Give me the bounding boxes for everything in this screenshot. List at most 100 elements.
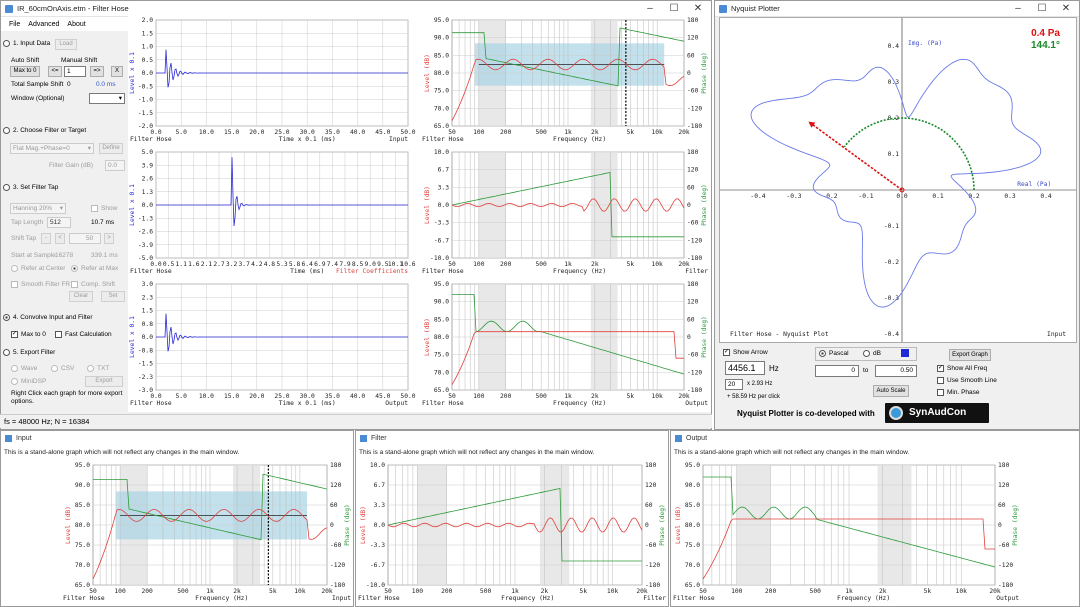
db-radio[interactable]: dB [863, 350, 881, 357]
export-graph-button[interactable]: Export Graph [949, 349, 991, 361]
menu-file[interactable]: File [9, 20, 21, 28]
level-tick-label: 70.0 [75, 562, 90, 569]
input-graph[interactable]: 50 100 200 500 1k 2k 5k 10k 20k 95.0 180 90.0 120 85.… [1, 461, 353, 607]
shift-tap-minus-button[interactable]: - [41, 233, 51, 244]
output-subwindow-title-bar: Output [671, 431, 1079, 445]
smooth-filter-checkbox[interactable]: Smooth Filter FR [11, 281, 70, 288]
frequency-graph: 50 100 200 500 1k 2k 5k 10k 20k 10.0 180 6.7 120 3.3 6… [422, 149, 708, 275]
frequency-field[interactable]: 4456.1 [725, 361, 765, 375]
minidsp-radio[interactable]: MiniDSP [11, 378, 46, 385]
clear-button[interactable]: Clear [69, 291, 93, 302]
start-sample-value: 16278 [55, 252, 74, 259]
step5-radio[interactable] [3, 349, 10, 356]
real-axis-label: Real (Pa) [1017, 181, 1051, 188]
x-tick-label: 20k [678, 261, 690, 268]
nyq-minimize-button[interactable]: – [1015, 3, 1021, 14]
step4-radio[interactable] [3, 314, 10, 321]
show-checkbox[interactable]: Show [91, 205, 117, 212]
level-tick-label: 70.0 [434, 369, 449, 376]
y-tick-label: 2.3 [142, 294, 154, 301]
chevron-down-icon: ▾ [118, 95, 122, 102]
x-tick-label: 200 [500, 261, 512, 268]
phase-trace [451, 172, 684, 238]
nyquist-plot[interactable]: -0.4 -0.3 -0.2 -0.1 0.0 0.1 0.2 0.3 0.4 0.4 0.3 0.2… [719, 17, 1077, 343]
range-to-field[interactable]: 0.50 [875, 365, 917, 377]
level-tick-label: -6.7 [370, 562, 385, 569]
window-select[interactable]: ▾ [89, 93, 125, 104]
step1-radio[interactable] [3, 40, 10, 47]
comp-shift-checkbox[interactable]: Comp. Shift [71, 281, 115, 288]
imag-tick-label: 0.3 [888, 79, 900, 86]
refer-center-radio[interactable]: Refer at Center [11, 265, 65, 272]
nyq-close-button[interactable]: ✕ [1061, 3, 1071, 14]
imag-tick-label: -0.4 [884, 331, 899, 338]
export-button[interactable]: Export [85, 376, 123, 387]
y-tick-label: 0.0 [142, 70, 154, 77]
level-tick-label: 70.0 [434, 105, 449, 112]
wave-radio[interactable]: Wave [11, 365, 37, 372]
shift-tap-field[interactable]: 50 [69, 233, 101, 244]
x-tick-label: 100 [473, 129, 485, 136]
phase-tick-label: -120 [687, 237, 702, 244]
show-arrow-checkbox[interactable]: ✓ Show Arrow [723, 349, 768, 357]
tap-length-field[interactable]: 512 [47, 217, 71, 228]
x-tick-label: 2.7 [213, 261, 225, 268]
refer-max-radio[interactable]: Refer at Max [71, 265, 118, 272]
x-tick-label: 50 [448, 393, 456, 400]
shift-value-field[interactable]: 1 [64, 66, 86, 77]
tap-length-ms: 10.7 ms [91, 219, 115, 226]
use-smooth-line-checkbox[interactable]: Use Smooth Line [937, 377, 997, 384]
txt-radio[interactable]: TXT [87, 365, 109, 372]
define-button[interactable]: Define [99, 143, 123, 154]
level-tick-label: 90.0 [685, 482, 700, 489]
range-from-field[interactable]: 0 [815, 365, 859, 377]
max-to-0-checkbox[interactable]: ✓ Max to 0 [11, 331, 46, 339]
x-tick-label: 500 [810, 588, 822, 595]
maximize-button[interactable]: ☐ [669, 3, 679, 14]
phase-tick-label: -120 [645, 562, 660, 569]
step3-radio[interactable] [3, 184, 10, 191]
min-phase-checkbox[interactable]: Min. Phase [937, 389, 980, 396]
auto-scale-button[interactable]: Auto Scale [873, 385, 909, 397]
set-button[interactable]: Set [101, 291, 125, 302]
menu-advanced[interactable]: Advanced [28, 20, 60, 28]
show-all-freq-checkbox[interactable]: ✓ Show All Freq [937, 365, 988, 373]
shift-right-button[interactable]: => [90, 66, 104, 77]
total-shift-ms: 0.0 ms [96, 81, 116, 88]
filter-graph[interactable]: 50 100 200 500 1k 2k 5k 10k 20k 10.0 180 6.7 120 3.3 6… [356, 461, 668, 607]
filter-gain-field[interactable]: 0.0 [105, 160, 125, 171]
y-tick-label: 1.5 [142, 308, 154, 315]
load-button[interactable]: Load [55, 39, 77, 50]
graph-role-label: Output [385, 400, 408, 407]
taper-window-select[interactable]: Hanning 20% ▾ [10, 203, 66, 214]
x-tick-label: 3.7 [239, 261, 251, 268]
output-graph[interactable]: 50 100 200 500 1k 2k 5k 10k 20k 95.0 180 90.0 120 85.… [671, 461, 1021, 607]
level-tick-label: -10.0 [366, 582, 385, 589]
step-note: x 2.93 Hz [747, 381, 773, 387]
level-tick-label: 90.0 [434, 35, 449, 42]
shift-clear-button[interactable]: X [111, 66, 123, 77]
level-trace [702, 518, 995, 580]
nyquist-window: Nyquist Plotter – ☐ ✕ -0.4 -0.3 -0.2 -0.1 0.… [714, 0, 1080, 430]
main-title-bar: IR_60cmOnAxis.etm - Filter Hose [1, 1, 711, 17]
nyq-maximize-button[interactable]: ☐ [1037, 3, 1047, 14]
step2-radio[interactable] [3, 127, 10, 134]
frequency-graph: 50 100 200 500 1k 2k 5k 10k 20k 95.0 180 90.0 120 85.… [422, 281, 708, 407]
x-tick-label: 1k [564, 261, 572, 268]
nyquist-footer-right: Input [1047, 331, 1066, 338]
step-field[interactable]: 20 [725, 379, 743, 390]
pascal-radio[interactable]: Pascal [819, 350, 849, 357]
shift-left-button[interactable]: <= [48, 66, 62, 77]
shift-tap-right-button[interactable]: > [104, 233, 114, 244]
fast-calc-checkbox[interactable]: Fast Calculation [55, 331, 112, 338]
csv-radio[interactable]: CSV [51, 365, 74, 372]
filter-select[interactable]: Flat Mag.+Phase=0 ▾ [10, 143, 94, 154]
max-to-0-button[interactable]: Max to 0 [10, 66, 40, 77]
color-swatch[interactable] [901, 349, 909, 357]
x-tick-label: 8.5 [352, 261, 364, 268]
close-button[interactable]: ✕ [693, 3, 703, 14]
menu-about[interactable]: About [67, 20, 86, 28]
minimize-button[interactable]: – [647, 3, 653, 14]
x-tick-label: 20k [989, 588, 1001, 595]
shift-tap-left-button[interactable]: < [55, 233, 65, 244]
